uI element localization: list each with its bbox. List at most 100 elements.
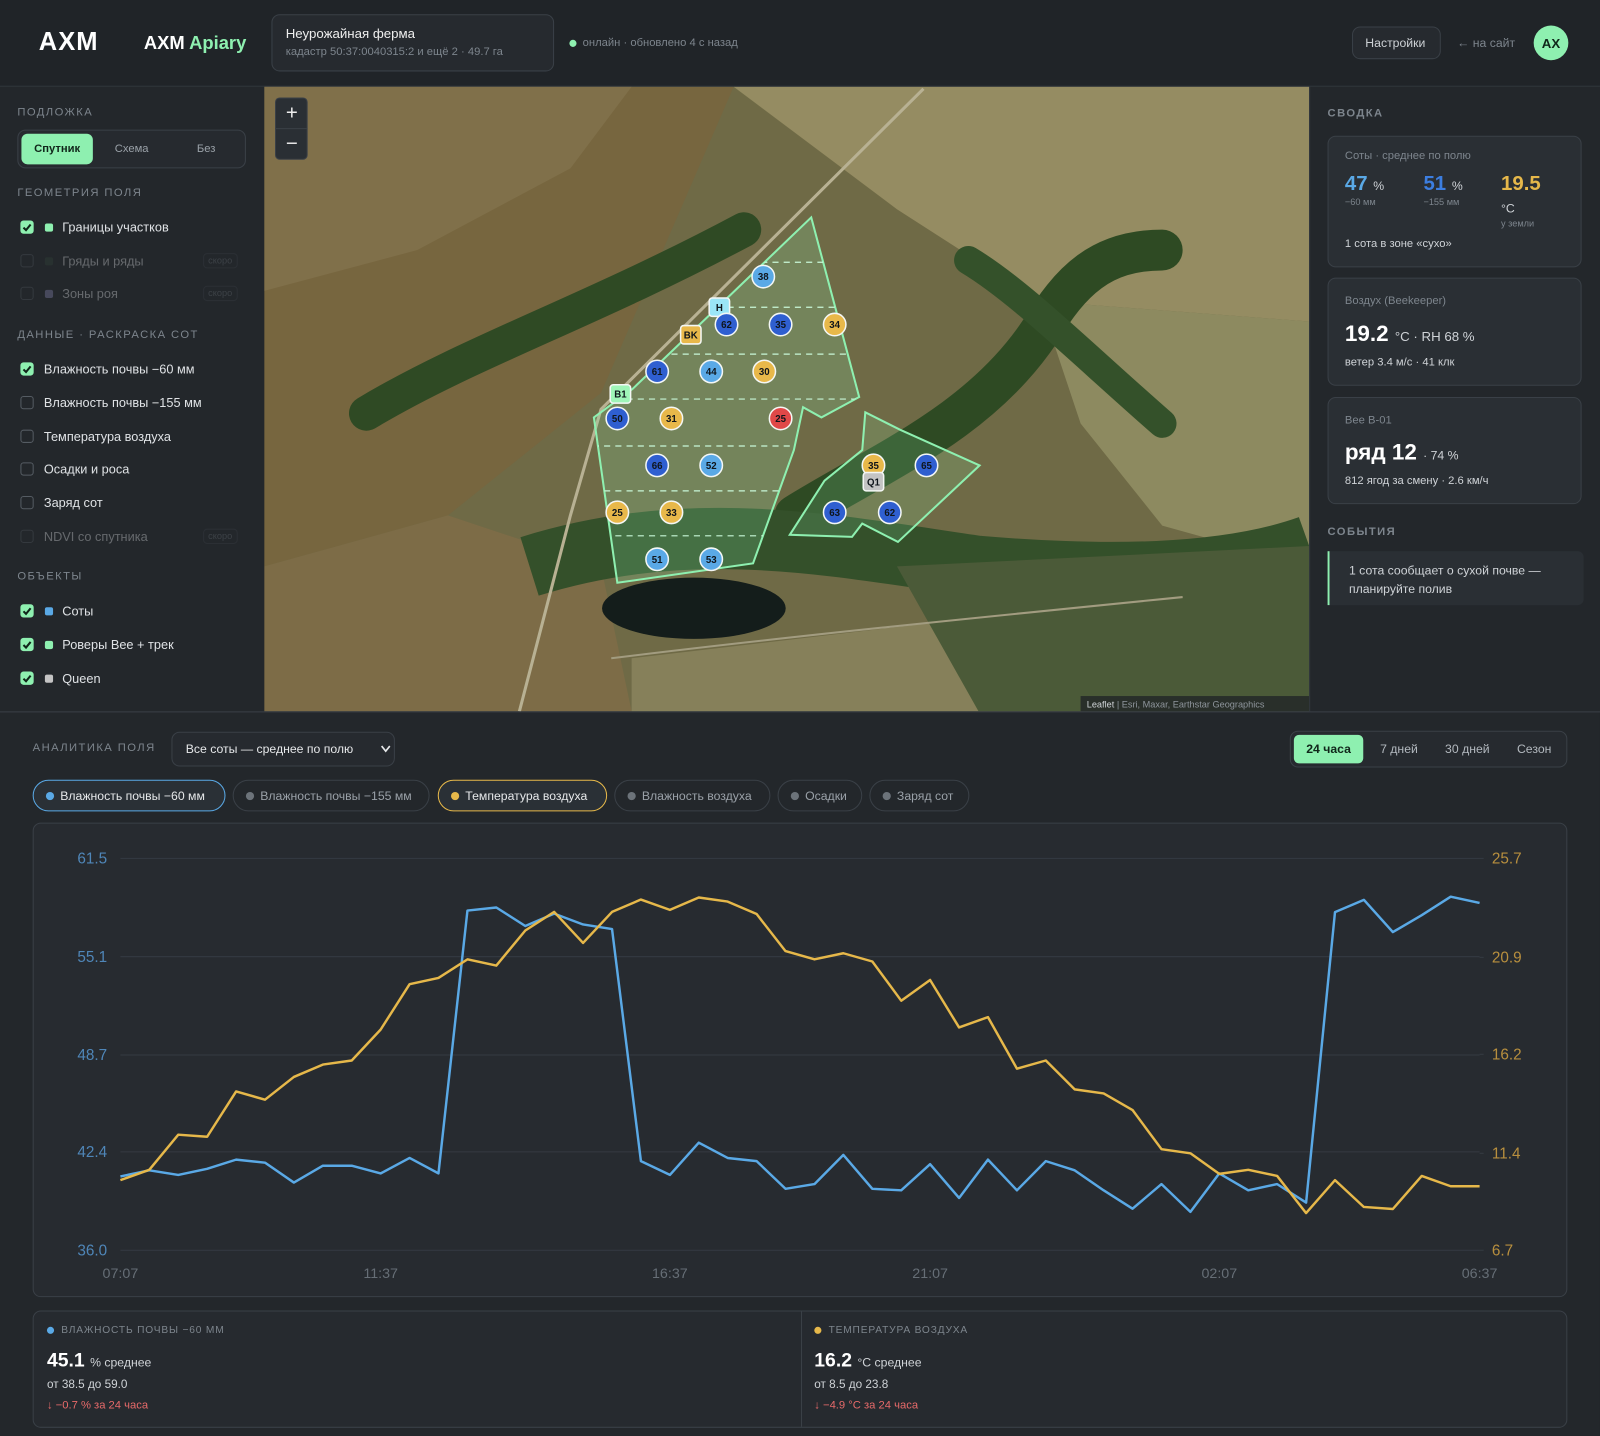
checkbox[interactable] xyxy=(20,395,34,410)
marker[interactable]: 38 xyxy=(751,264,776,289)
marker[interactable]: 52 xyxy=(699,453,724,478)
checkbox[interactable] xyxy=(20,671,34,685)
back-link[interactable]: ← на сайт xyxy=(1457,35,1516,51)
checkbox[interactable] xyxy=(20,462,34,476)
marker[interactable]: 62 xyxy=(877,500,902,525)
marker[interactable]: 35 xyxy=(768,312,793,337)
stat-value: 16.2 xyxy=(814,1350,853,1372)
marker-dot xyxy=(751,264,776,289)
checkbox[interactable] xyxy=(20,529,34,543)
stat-range: от 8.5 до 23.8 xyxy=(814,1378,889,1392)
marker-label: 52 xyxy=(706,461,717,472)
layer-toggle[interactable]: Гряды и ряды скоро xyxy=(0,252,264,270)
marker-dot xyxy=(659,500,684,525)
range-tab[interactable]: 30 дней xyxy=(1445,741,1490,757)
metric-pill[interactable]: Влажность воздуха xyxy=(614,779,771,812)
attribution-brand[interactable]: Leaflet xyxy=(1087,699,1115,709)
marker[interactable]: 50 xyxy=(605,406,630,431)
marker-dot xyxy=(822,312,847,337)
x-tick-label: 16:37 xyxy=(652,1266,688,1282)
range-tab[interactable]: 7 дней xyxy=(1380,741,1418,757)
checkbox[interactable] xyxy=(20,220,34,234)
layer-toggle[interactable]: Соты xyxy=(0,602,264,620)
check-icon xyxy=(22,365,32,374)
range-tab[interactable]: 24 часа xyxy=(1293,734,1364,764)
layer-label: Влажность почвы −60 мм xyxy=(43,362,195,377)
layer-toggle[interactable]: Queen xyxy=(0,669,264,687)
marker[interactable]: H xyxy=(708,297,731,318)
marker[interactable]: 66 xyxy=(645,453,670,478)
basemap-option[interactable]: Схема xyxy=(114,142,149,155)
swatch xyxy=(44,674,54,683)
checkbox[interactable] xyxy=(20,362,34,376)
layer-toggle[interactable]: Температура воздуха xyxy=(0,427,264,445)
basemap-option[interactable]: Спутник xyxy=(21,133,93,165)
marker[interactable]: 34 xyxy=(822,312,847,337)
marker[interactable]: 30 xyxy=(752,359,777,384)
layer-toggle[interactable]: NDVI со спутника скоро xyxy=(0,527,264,545)
marker[interactable]: 25 xyxy=(768,406,793,431)
checkbox[interactable] xyxy=(20,429,34,443)
metric-pill[interactable]: Заряд сот xyxy=(869,779,970,812)
layer-toggle[interactable]: Осадки и роса xyxy=(0,460,264,478)
basemap-option[interactable]: Без xyxy=(196,142,216,155)
metric-value: 19.5 xyxy=(1501,172,1541,195)
pill-dot xyxy=(45,791,55,801)
map[interactable]: 38 H 62 35 34 BK 61 44 30 B1 50 31 25 66 52 35 65 Q1 25 33 6… xyxy=(264,86,1310,712)
stat-dot xyxy=(814,1326,822,1334)
pill-label: Влажность воздуха xyxy=(641,788,752,803)
layer-label: Зоны роя xyxy=(62,287,118,302)
metric-pill[interactable]: Влажность почвы −155 мм xyxy=(232,779,430,812)
metric-depth: −60 мм xyxy=(1344,196,1376,208)
settings-button[interactable] xyxy=(1352,26,1441,60)
checkbox[interactable] xyxy=(20,604,34,618)
farm-selector[interactable] xyxy=(271,14,555,72)
layer-toggle[interactable]: Зоны роя скоро xyxy=(0,285,264,303)
layer-toggle[interactable]: Заряд сот xyxy=(0,494,264,512)
marker[interactable]: 44 xyxy=(699,359,724,384)
metric-value: 51 xyxy=(1423,172,1447,195)
layer-toggle[interactable]: Влажность почвы −155 мм xyxy=(0,394,264,412)
chart: 36.0 42.4 48.7 55.1 61.5 6.7 11.4 16.2 20.9 25.7 0… xyxy=(77,850,1521,1282)
marker[interactable]: 62 xyxy=(714,312,739,337)
marker[interactable]: 33 xyxy=(659,500,684,525)
app-name-accent: Apiary xyxy=(189,32,247,54)
marker[interactable]: 61 xyxy=(645,359,670,384)
checkbox[interactable] xyxy=(20,495,34,510)
metric-pill[interactable]: Влажность почвы −60 мм xyxy=(32,779,226,812)
marker[interactable]: 53 xyxy=(699,547,724,572)
marker[interactable]: 25 xyxy=(605,500,630,525)
marker[interactable]: B1 xyxy=(609,384,632,404)
logo[interactable]: AXM xyxy=(38,27,99,57)
metric-unit: % xyxy=(1451,178,1463,193)
marker[interactable]: 63 xyxy=(822,500,847,525)
layer-toggle[interactable]: Влажность почвы −60 мм xyxy=(0,360,264,378)
series-line xyxy=(119,896,1480,1215)
checkbox[interactable] xyxy=(20,287,34,301)
range-tab[interactable]: Сезон xyxy=(1516,741,1552,757)
zoom-in[interactable]: + xyxy=(286,102,298,124)
marker[interactable]: 31 xyxy=(659,406,684,431)
marker-label: B1 xyxy=(614,390,627,401)
avatar[interactable]: AX xyxy=(1533,25,1569,61)
layer-toggle[interactable]: Границы участков xyxy=(0,218,264,236)
village xyxy=(896,546,1310,712)
zoom-out[interactable]: − xyxy=(286,133,298,155)
metric-pill[interactable]: Температура воздуха xyxy=(437,779,608,812)
y-tick-label: 42.4 xyxy=(77,1144,107,1161)
marker[interactable]: 65 xyxy=(914,453,939,478)
air-temp: 19.2 xyxy=(1344,320,1389,346)
layer-label: Границы участков xyxy=(62,220,169,235)
layer-label: Заряд сот xyxy=(43,495,103,511)
marker[interactable]: 51 xyxy=(645,547,670,572)
stats-divider xyxy=(801,1311,803,1427)
metric-unit: °C xyxy=(1501,201,1515,216)
checkbox[interactable] xyxy=(20,637,34,652)
metric-pill[interactable]: Осадки xyxy=(777,779,863,812)
pill-label: Заряд сот xyxy=(896,788,954,803)
checkbox[interactable] xyxy=(20,253,34,268)
marker[interactable]: BK xyxy=(679,324,702,345)
layer-toggle[interactable]: Роверы Bee + трек xyxy=(0,636,264,654)
marker[interactable]: Q1 xyxy=(862,471,885,492)
analytics-select[interactable] xyxy=(171,731,395,767)
